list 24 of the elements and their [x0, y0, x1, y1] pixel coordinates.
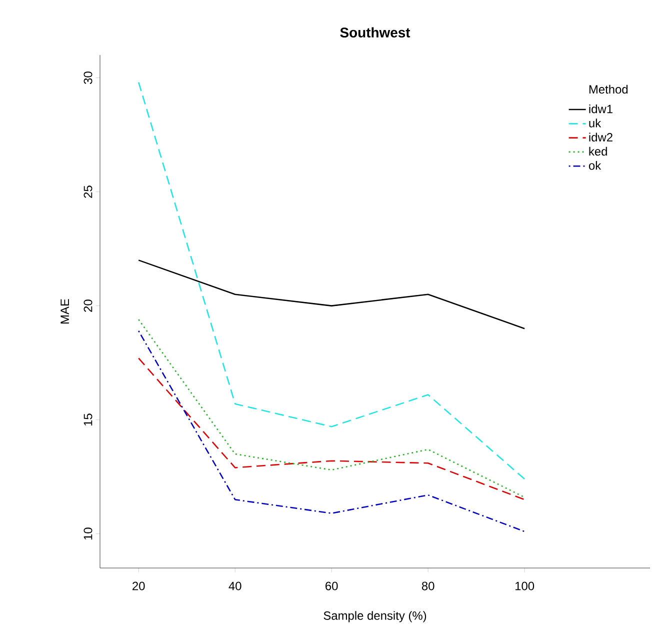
legend-title: Method: [589, 84, 628, 94]
x-axis-title: Sample density (%): [324, 611, 426, 622]
legend-label: idw2: [589, 132, 612, 142]
y-tick-label: 20: [84, 300, 92, 312]
x-tick-label: 20: [132, 582, 145, 590]
legend-label: ok: [588, 161, 602, 170]
y-axis-title: MAE: [60, 299, 69, 324]
y-tick-label: 10: [84, 528, 92, 540]
chart-title: Southwest: [340, 27, 410, 38]
y-tick-label: 15: [84, 414, 92, 426]
y-tick-label: 25: [84, 186, 92, 198]
line-series: [138, 260, 526, 330]
line-series: [138, 358, 526, 500]
legend-label: uk: [589, 118, 602, 128]
x-tick-label: 80: [422, 582, 434, 590]
legend-label: ked: [589, 146, 607, 156]
line-series: [138, 318, 526, 498]
y-tick-label: 30: [84, 72, 92, 84]
x-tick-label: 60: [326, 582, 338, 590]
x-tick-label: 100: [516, 582, 534, 590]
legend-label: idw1: [589, 104, 612, 114]
line-series: [138, 82, 526, 480]
x-tick-label: 40: [228, 582, 242, 590]
line-series: [138, 330, 526, 532]
